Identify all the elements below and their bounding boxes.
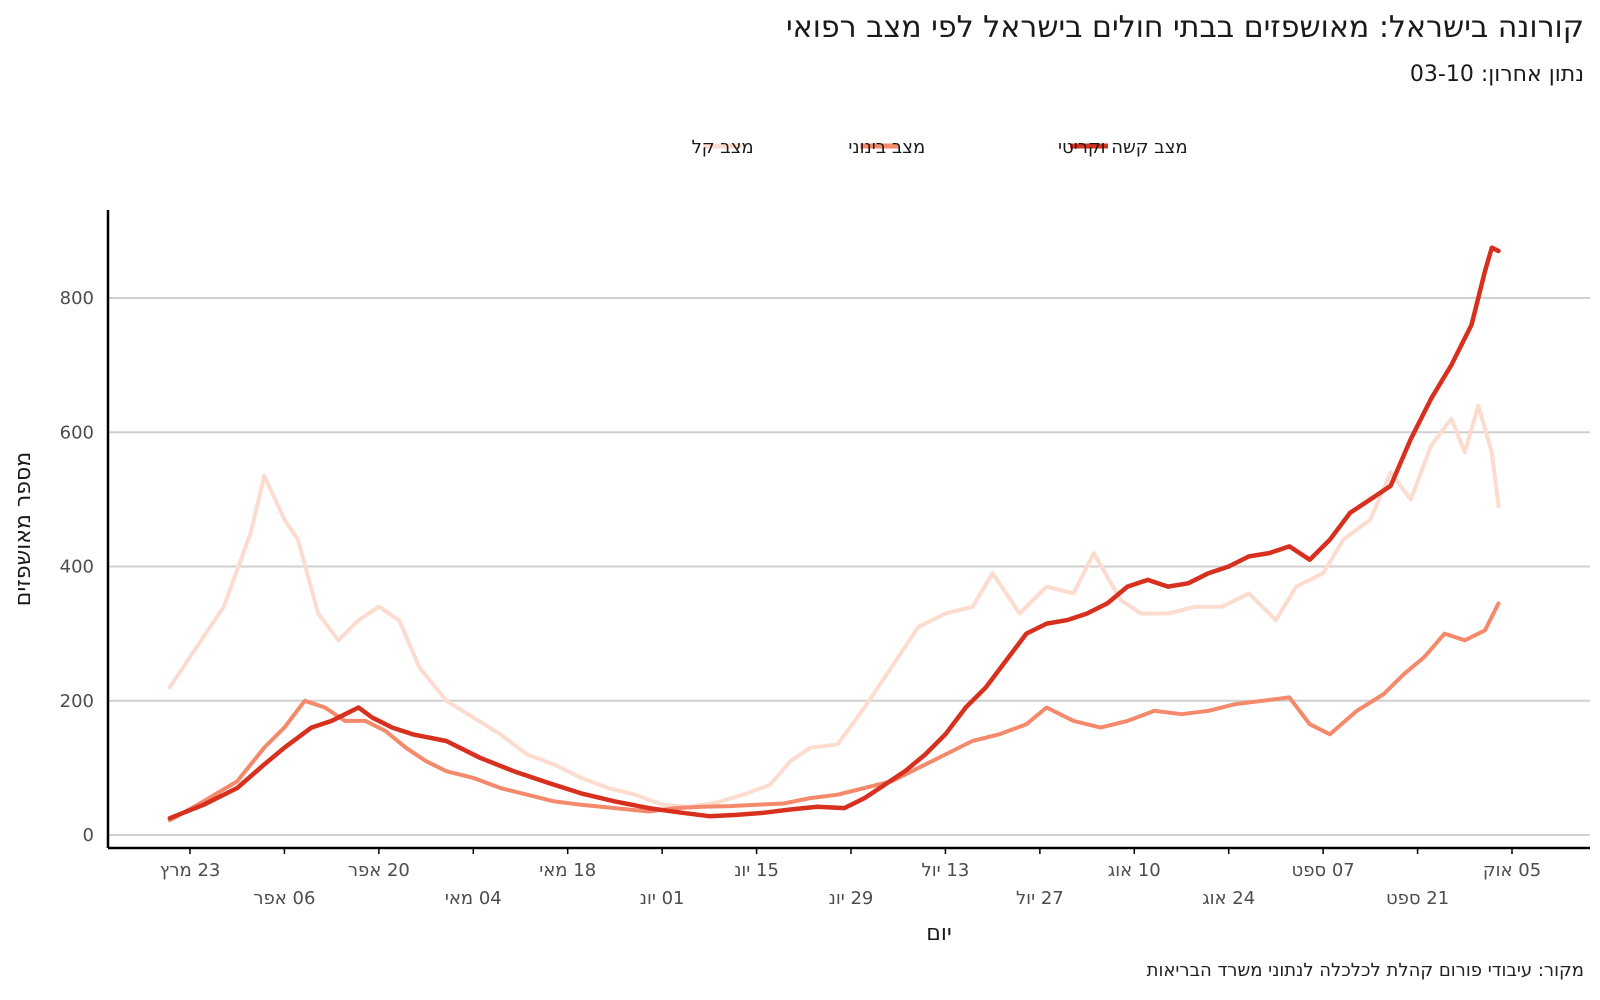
chart-subtitle: נתון אחרון: 03-10	[1409, 62, 1584, 87]
x-tick-label: 18 מאי	[539, 860, 596, 881]
x-tick-label: 24 אוג	[1202, 888, 1255, 909]
x-tick-label: 15 יונ	[734, 860, 779, 881]
series-line-severe	[167, 245, 1501, 821]
x-tick-label: 04 מאי	[445, 888, 502, 909]
source-caption: מקור: עיבודי פורום קהלת לכלכלה לנתוני מש…	[1146, 960, 1584, 981]
legend-label-moderate: מצב בינוני	[848, 137, 925, 158]
x-tick-label: 05 אוק	[1483, 860, 1541, 881]
x-tick-label: 21 ספט	[1386, 888, 1449, 909]
y-tick-label: 200	[60, 691, 94, 712]
grid-lines	[108, 297, 1590, 836]
x-tick-label: 20 אפר	[348, 860, 410, 881]
x-tick-label: 27 יול	[1016, 888, 1064, 909]
x-tick-label: 07 ספט	[1292, 860, 1355, 881]
x-tick-label: 23 מרץ	[160, 860, 221, 881]
legend-label-severe: מצב קשה וקריטי	[1058, 137, 1188, 158]
legend-label-mild: מצב קל	[692, 137, 754, 158]
x-tick-label: 29 יונ	[829, 888, 874, 909]
y-tick-label: 800	[60, 288, 94, 309]
x-tick-label: 01 יונ	[640, 888, 685, 909]
x-tick-label: 06 אפר	[253, 888, 315, 909]
axes: 0 200 400 600 800 23 מרץ 06 אפר 20 אפר 04 מאי 18 …	[60, 210, 1590, 909]
x-axis-title: יום	[926, 921, 952, 946]
series-line-moderate	[167, 601, 1501, 823]
x-tick-label: 10 אוג	[1108, 860, 1161, 881]
series-lines	[167, 245, 1501, 823]
chart-title: קורונה בישראל: מאושפזים בבתי חולים בישרא…	[785, 10, 1584, 45]
y-tick-label: 400	[60, 557, 94, 578]
series-line-mild	[167, 403, 1501, 809]
legend: מצב קשה וקריטי מצב בינוני מצב קל	[692, 137, 1188, 158]
x-tick-label: 13 יול	[922, 860, 970, 881]
y-tick-label: 0	[83, 825, 94, 846]
y-tick-label: 600	[60, 422, 94, 443]
line-chart: 0 200 400 600 800 23 מרץ 06 אפר 20 אפר 04 מאי 18 …	[11, 137, 1590, 946]
y-axis-title: מספר מאושפזים	[11, 452, 36, 606]
